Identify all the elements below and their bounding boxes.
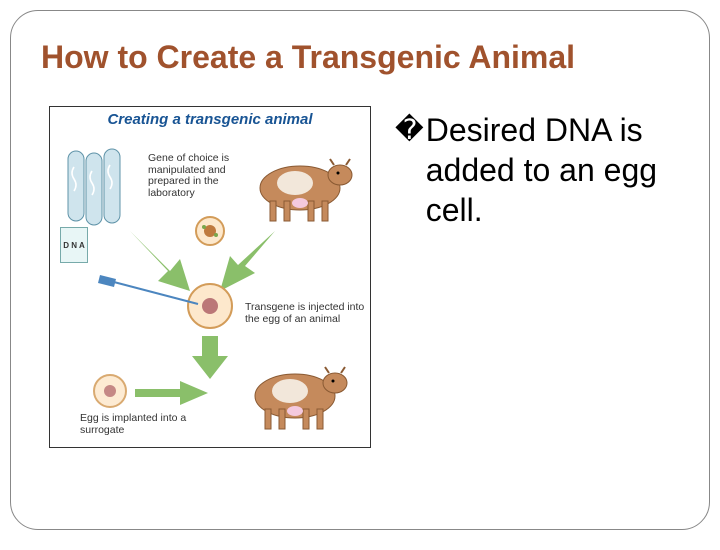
slide-title: How to Create a Transgenic Animal (41, 39, 679, 76)
arrow-icon (130, 231, 190, 291)
arrow-icon (220, 231, 275, 291)
diagram-title: Creating a transgenic animal (50, 111, 370, 128)
transgenic-diagram: Creating a transgenic animal (49, 106, 371, 448)
label-implant: Egg is implanted into a surrogate (80, 413, 200, 436)
surrogate-cow-icon (255, 367, 347, 429)
content-row: Creating a transgenic animal (41, 106, 679, 448)
lower-egg-icon (94, 375, 126, 407)
test-tubes-icon (68, 149, 120, 225)
donor-cow-icon (260, 159, 352, 221)
arrow-right-icon (135, 381, 208, 405)
bullet-text: Desired DNA is added to an egg cell. (426, 110, 679, 230)
bullet-item: � Desired DNA is added to an egg cell. (395, 110, 679, 230)
slide-frame: How to Create a Transgenic Animal Creati… (10, 10, 710, 530)
text-block: � Desired DNA is added to an egg cell. (371, 106, 679, 448)
dna-label: D N A (60, 227, 88, 263)
prepared-egg-icon (196, 217, 224, 245)
bullet-glyph-icon: � (395, 110, 424, 149)
label-gene-prep: Gene of choice is manipulated and prepar… (148, 153, 268, 199)
arrow-down-icon (192, 336, 228, 379)
label-inject: Transgene is injected into the egg of an… (245, 302, 365, 325)
